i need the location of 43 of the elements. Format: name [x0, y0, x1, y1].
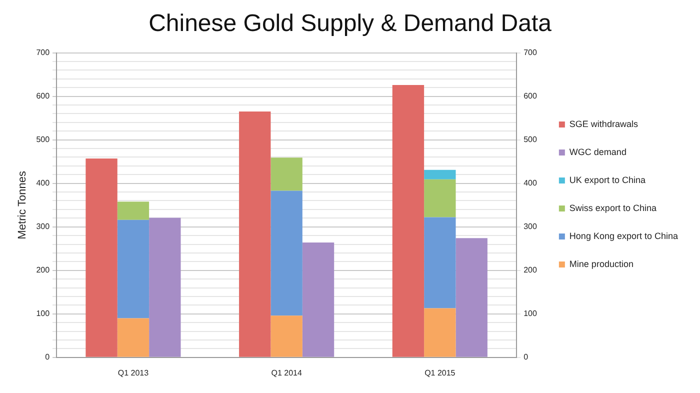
bar [239, 112, 271, 357]
legend-label: SGE withdrawals [569, 118, 638, 129]
legend-label: WGC demand [569, 146, 626, 157]
y2-tick-label: 100 [524, 309, 538, 318]
y2-tick-label: 600 [524, 92, 538, 101]
y-tick-label: 300 [36, 222, 50, 232]
bar [424, 308, 456, 357]
bar [456, 238, 488, 357]
bar [117, 318, 150, 357]
x-tick-label: Q1 2014 [271, 368, 302, 378]
bar [302, 242, 334, 357]
bar [424, 179, 456, 218]
y2-tick-label: 300 [524, 222, 538, 232]
y-tick-label: 100 [36, 309, 50, 318]
bar [424, 170, 456, 180]
bar [86, 158, 118, 357]
bar [117, 220, 150, 318]
y2-tick-label: 0 [524, 352, 529, 362]
x-tick-label: Q1 2015 [424, 368, 456, 378]
legend-label: UK export to China [569, 174, 646, 185]
bar [270, 190, 302, 316]
legend-label: Hong Kong export to China [569, 230, 678, 241]
y2-tick-label: 700 [524, 48, 538, 58]
y-tick-label: 700 [36, 48, 50, 58]
y-axis-title: Metric Tonnes [16, 170, 29, 240]
y2-tick-label: 500 [524, 135, 538, 144]
y2-tick-label: 200 [524, 266, 538, 275]
chart-title: Chinese Gold Supply & Demand Data [148, 10, 552, 38]
y-tick-label: 600 [36, 92, 50, 101]
bar [149, 218, 181, 357]
y-tick-label: 400 [36, 178, 50, 188]
bar [117, 202, 150, 220]
legend-label: Mine production [569, 258, 634, 269]
legend-label: Swiss export to China [569, 202, 656, 213]
y-tick-label: 500 [36, 135, 50, 144]
bar [424, 217, 456, 308]
y-tick-label: 200 [36, 266, 50, 275]
x-tick-label: Q1 2013 [118, 368, 150, 378]
y-tick-label: 0 [45, 352, 50, 362]
bar [270, 316, 302, 357]
y2-tick-label: 400 [524, 178, 538, 188]
bar [392, 85, 424, 357]
bar [270, 158, 302, 191]
